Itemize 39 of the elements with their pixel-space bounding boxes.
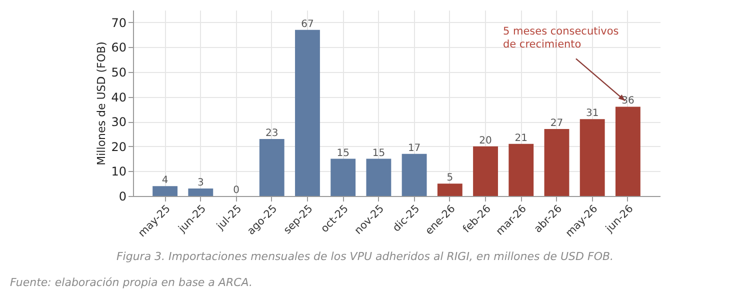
- bar: [437, 184, 462, 196]
- bar: [295, 30, 320, 196]
- y-tick-label: 20: [111, 140, 126, 154]
- bar: [508, 144, 534, 196]
- y-tick-label: 40: [111, 90, 126, 104]
- data-label: 0: [233, 185, 240, 196]
- bar: [580, 119, 605, 196]
- bar: [188, 188, 214, 196]
- data-label: 5: [446, 172, 454, 184]
- data-label: 4: [162, 175, 168, 186]
- bar: [615, 106, 640, 196]
- data-label: 17: [408, 142, 421, 154]
- y-tick-label: 10: [111, 164, 126, 179]
- bar: [366, 158, 392, 196]
- text: Figura 3. Importaciones mensuales de los VPU adheridos al RIGI, en millones de USD FOB.: [115, 250, 615, 263]
- data-label: 15: [372, 148, 386, 159]
- bar: [473, 146, 498, 196]
- y-tick-label: 60: [111, 40, 126, 55]
- data-label: 27: [550, 118, 564, 130]
- y-axis-title: Millones de USD (FOB): [95, 42, 108, 166]
- annotation: 5 meses consecutivos de crecimiento: [502, 26, 619, 51]
- data-label: 23: [266, 128, 278, 139]
- bar: [544, 129, 570, 196]
- data-label: 21: [514, 132, 528, 144]
- y-tick-label: 50: [111, 66, 126, 80]
- data-label: 31: [586, 108, 599, 120]
- data-label: 3: [197, 178, 204, 189]
- y-tick-label: 30: [111, 115, 126, 130]
- y-tick-label: 70: [111, 16, 126, 30]
- y-tick-label: 0: [118, 190, 126, 204]
- data-label: 20: [479, 135, 492, 146]
- source-note: Fuente: elaboración propia en base a ARCA.: [10, 276, 252, 289]
- bar: [402, 154, 427, 196]
- data-label: 67: [301, 18, 314, 30]
- bar: [330, 158, 356, 196]
- bar: [152, 186, 178, 196]
- data-label: 36: [622, 96, 634, 107]
- bar: [259, 138, 284, 196]
- data-label: 15: [336, 148, 350, 159]
